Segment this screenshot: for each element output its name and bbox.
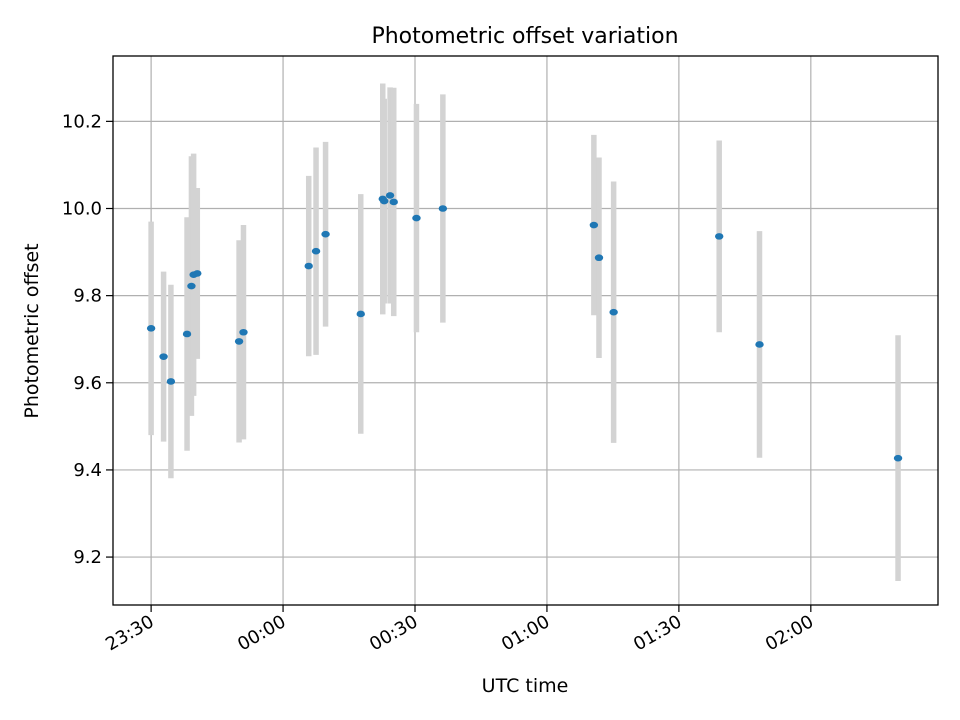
- y-tick-label: 9.8: [73, 286, 102, 307]
- data-point: [714, 233, 724, 240]
- data-point: [412, 214, 421, 222]
- y-tick-label: 10.2: [62, 111, 102, 132]
- y-axis-ticks: 9.2 9.4 9.6 9.8 10.0 10.2: [62, 111, 113, 568]
- data-point: [182, 330, 192, 338]
- data-points: [146, 192, 903, 462]
- data-point: [304, 262, 313, 270]
- data-point: [159, 353, 168, 360]
- data-point: [146, 325, 156, 332]
- plot-frame: [112, 55, 939, 606]
- y-tick-label: 9.4: [73, 460, 102, 481]
- data-point: [234, 338, 244, 345]
- data-point: [893, 454, 903, 462]
- data-point: [193, 270, 202, 277]
- data-point: [356, 310, 365, 318]
- data-point: [589, 221, 599, 229]
- data-point: [594, 254, 604, 262]
- data-point: [609, 308, 618, 316]
- data-point: [166, 378, 176, 385]
- data-point: [380, 197, 389, 205]
- data-point: [438, 205, 448, 212]
- data-point: [389, 198, 398, 206]
- x-axis-label: UTC time: [482, 675, 569, 697]
- chart-title: Photometric offset variation: [371, 24, 678, 49]
- y-tick-label: 9.2: [73, 547, 102, 568]
- y-axis-label: Photometric offset: [21, 243, 43, 418]
- data-point: [385, 192, 395, 199]
- y-tick-label: 9.6: [73, 373, 102, 394]
- data-point: [321, 230, 330, 238]
- data-point: [187, 282, 196, 290]
- y-tick-label: 10.0: [62, 199, 102, 220]
- data-point: [239, 328, 248, 336]
- data-point: [755, 341, 764, 348]
- data-point: [311, 247, 321, 255]
